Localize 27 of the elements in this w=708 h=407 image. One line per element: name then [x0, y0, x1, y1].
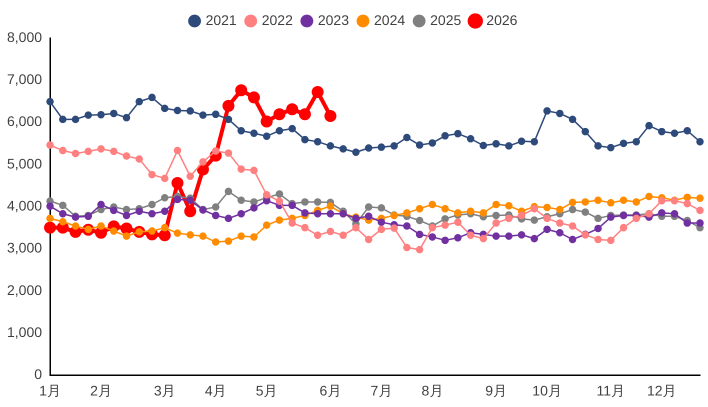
y-tick-label: 3,000 — [6, 240, 42, 256]
y-tick-label: 0 — [34, 366, 42, 382]
x-tick-label: 3月 — [154, 382, 176, 398]
x-tick-label: 11月 — [596, 382, 626, 398]
legend-label: 2024 — [374, 12, 406, 28]
y-tick-label: 5,000 — [6, 155, 42, 172]
y-tick-label: 2,000 — [6, 282, 42, 298]
y-tick-label: 4,000 — [6, 197, 42, 214]
x-tick-label: 12月 — [646, 382, 677, 398]
x-tick-label: 7月 — [370, 382, 392, 398]
x-tick-label: 6月 — [320, 382, 342, 398]
y-tick-label: 6,000 — [6, 113, 42, 130]
y-tick-label: 8,000 — [6, 28, 42, 45]
legend-label: 2023 — [318, 12, 350, 28]
x-tick-label: 5月 — [256, 382, 278, 398]
x-tick-label: 8月 — [421, 382, 444, 398]
y-tick-label: 7,000 — [6, 71, 42, 88]
x-tick-label: 1月 — [39, 382, 61, 398]
x-tick-label: 4月 — [204, 382, 227, 398]
x-tick-label: 10月 — [532, 382, 562, 398]
legend-label: 2025 — [430, 12, 462, 28]
legend-label: 2026 — [486, 12, 518, 28]
y-tick-label: 1,000 — [6, 324, 42, 340]
x-tick-label: 9月 — [485, 382, 507, 398]
legend-label: 2022 — [262, 12, 294, 28]
x-tick-label: 2月 — [90, 382, 112, 398]
legend-label: 2021 — [206, 12, 237, 28]
